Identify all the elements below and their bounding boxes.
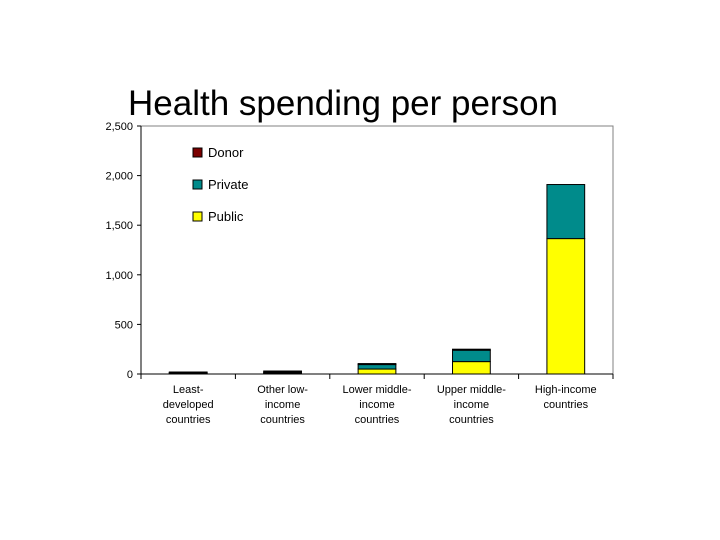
bar-donor-segment bbox=[263, 370, 302, 373]
x-tick-label: Least-developed countries bbox=[163, 384, 214, 426]
y-tick-label: 1,000 bbox=[105, 270, 133, 282]
bar-donor-segment bbox=[452, 348, 491, 351]
bar-public-segment bbox=[546, 238, 586, 375]
y-tick-label: 2,500 bbox=[105, 121, 133, 133]
x-tick-label-line: countries bbox=[260, 414, 305, 426]
legend: Donor Private Public bbox=[192, 145, 248, 224]
y-tick-label: 2,000 bbox=[105, 171, 133, 183]
y-tick-label: 0 bbox=[127, 369, 133, 381]
plot-area bbox=[140, 125, 614, 375]
bar-donor-segment bbox=[168, 371, 208, 374]
legend-swatch-donor bbox=[192, 147, 203, 158]
legend-swatch-public bbox=[192, 211, 203, 222]
bar-private-segment bbox=[357, 364, 397, 370]
x-tick-label-line: countries bbox=[543, 399, 588, 411]
x-tick-label-line: income bbox=[265, 399, 300, 411]
y-tick-label: 500 bbox=[115, 319, 133, 331]
legend-label-private: Private bbox=[208, 177, 248, 192]
x-tick-label-line: countries bbox=[355, 414, 400, 426]
x-tick-label-line: countries bbox=[166, 414, 211, 426]
bar-donor-segment bbox=[357, 363, 397, 366]
x-tick-label-line: developed bbox=[163, 399, 214, 411]
x-tick-label-line: Upper middle- bbox=[437, 384, 506, 396]
x-tick-label-line: countries bbox=[449, 414, 494, 426]
y-tick-label: 1,500 bbox=[105, 220, 133, 232]
x-tick-label-line: income bbox=[359, 399, 394, 411]
legend-swatch-private bbox=[192, 179, 203, 190]
bars bbox=[168, 184, 586, 375]
x-tick-label-line: income bbox=[454, 399, 489, 411]
x-tick-label: Other low-income countries bbox=[257, 384, 308, 426]
x-tick-label: Upper middle-income countries bbox=[437, 384, 506, 426]
bar-public-segment bbox=[357, 368, 397, 375]
x-tick-label-line: Lower middle- bbox=[342, 384, 411, 396]
bar-private-segment bbox=[546, 184, 586, 240]
x-tick-label: Lower middle-income countries bbox=[342, 384, 411, 426]
bar-public-segment bbox=[452, 361, 491, 375]
legend-label-public: Public bbox=[208, 209, 244, 224]
x-tick-label-line: Least- bbox=[173, 384, 204, 396]
x-tick-label-line: Other low- bbox=[257, 384, 308, 396]
y-axis-ticks: 0 500 1,000 1,500 2,000 2,500 bbox=[105, 121, 141, 381]
x-tick-label-line: High-income bbox=[535, 384, 597, 396]
x-tick-label: High-income countries bbox=[535, 384, 597, 411]
chart-title: Health spending per person bbox=[128, 84, 559, 123]
legend-label-donor: Donor bbox=[208, 145, 244, 160]
bar-private-segment bbox=[452, 349, 491, 363]
